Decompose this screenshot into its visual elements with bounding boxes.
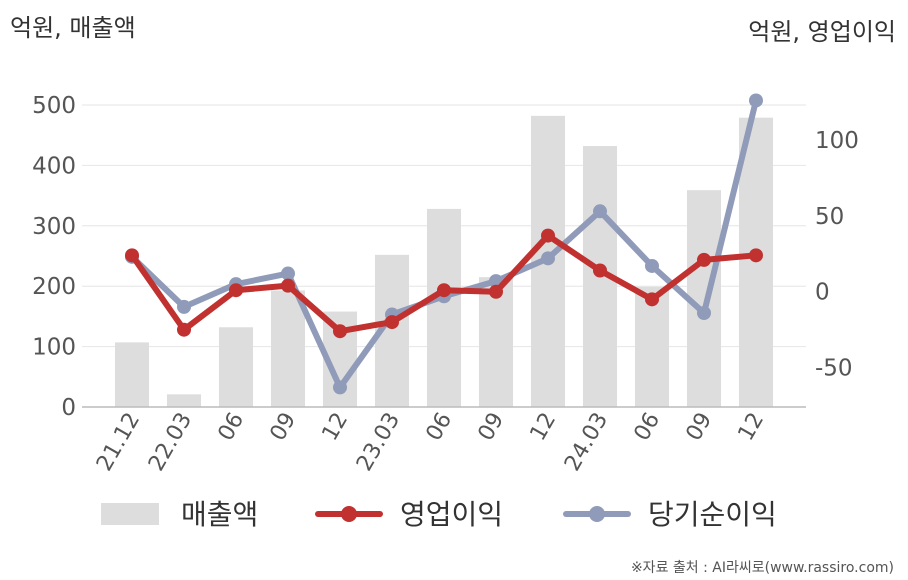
left-tick-label: 500 bbox=[32, 93, 76, 119]
line-point bbox=[645, 292, 659, 307]
line-point bbox=[749, 93, 763, 108]
right-tick-label: 50 bbox=[815, 204, 844, 230]
legend-swatch-bar bbox=[101, 503, 159, 525]
x-tick-label: 06 bbox=[422, 409, 458, 446]
left-axis-unit: 억원, 매출액 bbox=[10, 14, 136, 42]
bar bbox=[167, 394, 201, 407]
line-point bbox=[541, 228, 555, 243]
legend-label: 당기순이익 bbox=[648, 498, 777, 531]
line-point bbox=[333, 380, 347, 395]
line-point bbox=[697, 305, 711, 320]
legend-swatch-marker bbox=[589, 506, 605, 522]
line-point bbox=[281, 278, 295, 293]
left-tick-label: 100 bbox=[32, 335, 76, 361]
bar bbox=[271, 290, 305, 407]
left-tick-label: 200 bbox=[32, 274, 76, 300]
bar bbox=[687, 190, 721, 407]
legend-label: 영업이익 bbox=[400, 498, 503, 531]
bar bbox=[739, 117, 773, 408]
line-point bbox=[229, 283, 243, 298]
left-tick-label: 0 bbox=[61, 395, 76, 421]
x-tick-label: 21.12 bbox=[92, 409, 145, 476]
legend-label: 매출액 bbox=[181, 498, 258, 531]
bar bbox=[219, 327, 253, 407]
line-point bbox=[281, 266, 295, 281]
x-tick-label: 09 bbox=[266, 409, 302, 446]
line-point bbox=[333, 324, 347, 339]
x-tick-label: 12 bbox=[526, 409, 562, 446]
line-point bbox=[593, 263, 607, 278]
x-tick-label: 23.03 bbox=[352, 409, 405, 476]
right-tick-label: 0 bbox=[815, 280, 830, 306]
right-tick-label: 100 bbox=[815, 128, 859, 154]
line-point bbox=[177, 322, 191, 337]
right-axis-unit: 억원, 영업이익 bbox=[748, 18, 896, 46]
legend-swatch-marker bbox=[341, 506, 357, 522]
series-line bbox=[125, 228, 763, 339]
x-tick-label: 24.03 bbox=[560, 409, 613, 476]
bar bbox=[427, 208, 461, 407]
legend: 매출액 영업이익 당기순이익 bbox=[101, 498, 777, 531]
x-tick-label: 09 bbox=[682, 409, 718, 446]
right-axis-ticks: -50 0 50 100 bbox=[815, 128, 859, 382]
source-note: ※자료 출처 : AI라씨로(www.rassiro.com) bbox=[631, 560, 894, 576]
line-point bbox=[385, 315, 399, 330]
line-point bbox=[125, 248, 139, 263]
line-point bbox=[645, 258, 659, 273]
x-tick-label: 12 bbox=[318, 409, 354, 446]
right-tick-label: -50 bbox=[815, 356, 853, 382]
line-point bbox=[437, 283, 451, 298]
x-tick-label: 09 bbox=[474, 409, 510, 446]
x-tick-label: 12 bbox=[734, 409, 770, 446]
bar bbox=[635, 286, 669, 407]
left-axis-ticks: 0 100 200 300 400 500 bbox=[32, 93, 76, 421]
x-tick-label: 06 bbox=[214, 409, 250, 446]
bar-series bbox=[115, 115, 773, 408]
bar bbox=[115, 342, 149, 407]
left-tick-label: 300 bbox=[32, 214, 76, 240]
line-point bbox=[177, 299, 191, 314]
x-tick-label: 06 bbox=[630, 409, 666, 446]
bar bbox=[479, 277, 513, 407]
line-point bbox=[593, 204, 607, 219]
line-point bbox=[541, 251, 555, 266]
left-tick-label: 400 bbox=[32, 153, 76, 179]
line-point bbox=[489, 284, 503, 299]
line-point bbox=[697, 252, 711, 267]
line-series bbox=[125, 93, 763, 395]
x-tick-label: 22.03 bbox=[144, 409, 197, 476]
line-point bbox=[749, 248, 763, 263]
